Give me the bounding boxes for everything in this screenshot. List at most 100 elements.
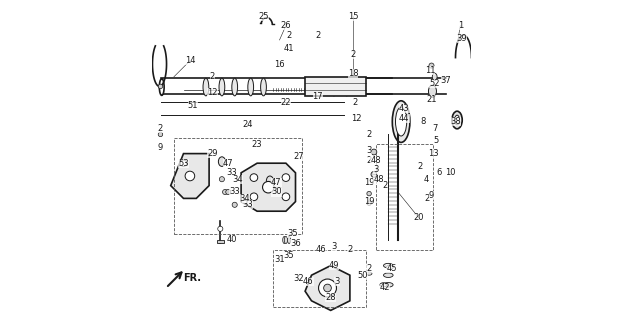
- Text: 3: 3: [373, 165, 378, 174]
- Circle shape: [367, 201, 371, 205]
- Text: 10: 10: [445, 168, 456, 177]
- Text: 41: 41: [284, 44, 294, 52]
- Text: 2: 2: [315, 31, 320, 40]
- Text: 30: 30: [271, 188, 282, 196]
- Ellipse shape: [432, 73, 437, 80]
- Circle shape: [371, 172, 377, 177]
- Circle shape: [232, 202, 237, 207]
- Text: 2: 2: [417, 162, 423, 171]
- Text: 27: 27: [293, 152, 304, 161]
- Text: 21: 21: [426, 95, 437, 104]
- Ellipse shape: [384, 263, 393, 268]
- Text: 2: 2: [383, 181, 388, 190]
- Text: 48: 48: [370, 156, 381, 164]
- Text: 3: 3: [335, 277, 340, 286]
- Text: 34: 34: [232, 175, 243, 184]
- Text: 29: 29: [207, 149, 217, 158]
- Polygon shape: [241, 163, 295, 211]
- Text: 2: 2: [210, 72, 215, 81]
- Text: 33: 33: [229, 188, 240, 196]
- Circle shape: [367, 191, 371, 196]
- Text: 19: 19: [364, 178, 374, 187]
- Text: 20: 20: [414, 213, 424, 222]
- Text: 42: 42: [380, 284, 391, 292]
- Text: 43: 43: [399, 104, 409, 113]
- Polygon shape: [305, 266, 350, 310]
- Ellipse shape: [392, 101, 410, 142]
- Text: 47: 47: [271, 178, 282, 187]
- Text: 2: 2: [366, 130, 372, 139]
- Text: FR.: FR.: [184, 273, 201, 283]
- Ellipse shape: [380, 283, 387, 287]
- Circle shape: [158, 84, 163, 89]
- Text: 13: 13: [428, 149, 439, 158]
- Text: 37: 37: [440, 76, 451, 84]
- Circle shape: [262, 181, 274, 193]
- Text: 34: 34: [239, 194, 250, 203]
- Text: 31: 31: [274, 255, 285, 264]
- Text: 38: 38: [450, 117, 461, 126]
- Text: 2: 2: [352, 98, 358, 107]
- Text: 33: 33: [226, 168, 237, 177]
- Text: 5: 5: [434, 136, 439, 145]
- Circle shape: [180, 160, 187, 166]
- Ellipse shape: [452, 111, 462, 129]
- Text: 18: 18: [348, 69, 358, 78]
- Text: 2: 2: [287, 31, 292, 40]
- Ellipse shape: [429, 85, 437, 97]
- Ellipse shape: [455, 115, 460, 125]
- Text: 45: 45: [386, 264, 397, 273]
- Text: 40: 40: [226, 236, 237, 244]
- Text: 48: 48: [373, 175, 384, 184]
- Text: 36: 36: [290, 239, 301, 248]
- Circle shape: [222, 189, 227, 195]
- Circle shape: [158, 132, 163, 137]
- Circle shape: [218, 226, 223, 231]
- Ellipse shape: [384, 273, 393, 277]
- Text: 35: 35: [287, 229, 298, 238]
- Ellipse shape: [219, 78, 225, 96]
- Ellipse shape: [366, 272, 372, 275]
- Text: 14: 14: [184, 56, 195, 65]
- Ellipse shape: [315, 78, 321, 96]
- Ellipse shape: [203, 78, 209, 96]
- Text: 2: 2: [347, 245, 353, 254]
- Text: 39: 39: [457, 34, 467, 43]
- Text: 2: 2: [158, 124, 163, 132]
- Text: 3: 3: [366, 146, 372, 155]
- Text: 28: 28: [325, 293, 336, 302]
- Text: 35: 35: [284, 252, 295, 260]
- Text: 32: 32: [293, 274, 304, 283]
- Text: 50: 50: [358, 271, 368, 280]
- Ellipse shape: [283, 236, 286, 244]
- Ellipse shape: [159, 79, 164, 95]
- Text: 46: 46: [316, 245, 326, 254]
- Ellipse shape: [248, 78, 254, 96]
- Text: 11: 11: [425, 66, 435, 75]
- Text: 23: 23: [252, 140, 262, 148]
- Circle shape: [282, 193, 290, 201]
- Ellipse shape: [344, 78, 350, 96]
- Text: 2: 2: [366, 156, 372, 164]
- Text: 12: 12: [351, 114, 361, 123]
- Text: 7: 7: [432, 124, 437, 132]
- Text: 26: 26: [280, 21, 291, 30]
- Bar: [217, 240, 224, 243]
- Text: 25: 25: [259, 12, 269, 20]
- Ellipse shape: [219, 157, 226, 166]
- Text: 33: 33: [242, 200, 253, 209]
- Text: 12: 12: [207, 88, 217, 97]
- Circle shape: [226, 189, 231, 195]
- Text: 49: 49: [329, 261, 339, 270]
- Ellipse shape: [232, 78, 237, 96]
- Text: 19: 19: [364, 197, 374, 206]
- Text: 53: 53: [178, 159, 189, 168]
- Text: 16: 16: [274, 60, 285, 68]
- Text: 17: 17: [313, 92, 323, 100]
- Circle shape: [219, 177, 224, 182]
- Text: 47: 47: [223, 159, 234, 168]
- Circle shape: [282, 174, 290, 181]
- Polygon shape: [171, 154, 209, 198]
- Text: 52: 52: [429, 79, 440, 88]
- Text: 51: 51: [188, 101, 198, 110]
